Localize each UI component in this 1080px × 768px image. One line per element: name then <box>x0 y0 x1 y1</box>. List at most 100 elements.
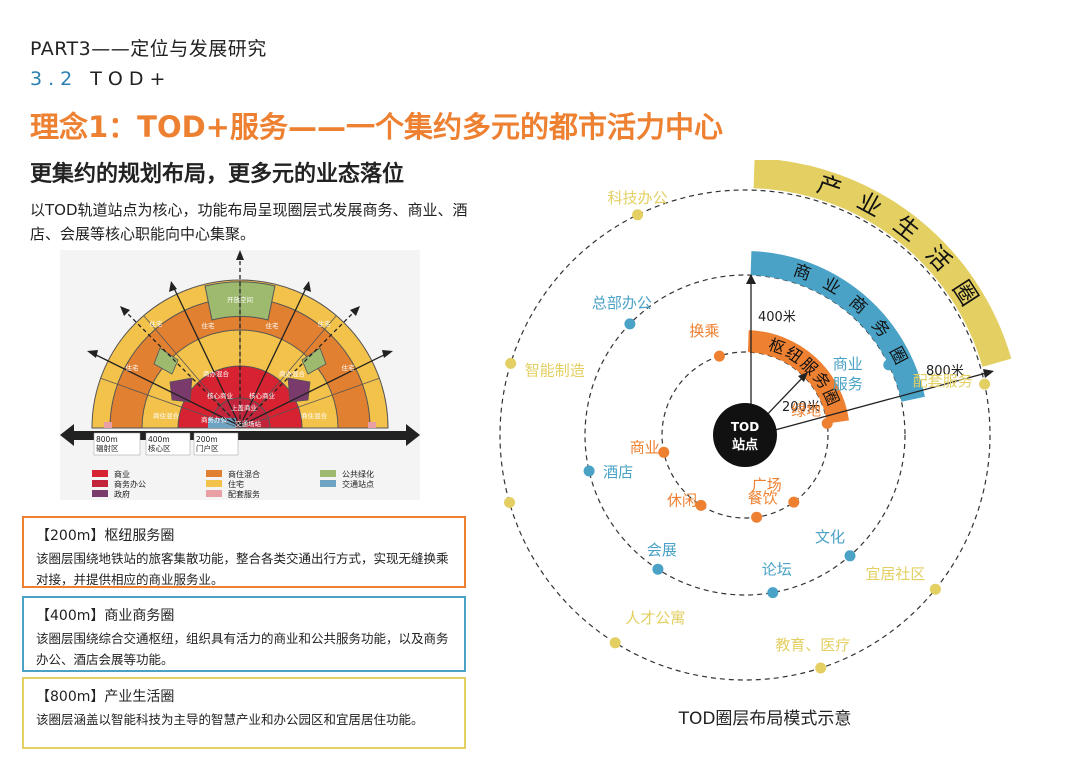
middle-ring-dot <box>883 359 895 371</box>
inner-ring-label: 换乘 <box>689 322 719 340</box>
outer-ring-label: 智能制造 <box>525 361 585 379</box>
ring-inner <box>661 351 829 519</box>
outer-ring-label: 科技办公 <box>608 189 668 207</box>
ring-items: 换乘商业休闲餐饮广场绿地总部办公酒店会展论坛文化商业服务科技办公智能制造产业服务… <box>504 189 991 674</box>
middle-ring-dot <box>652 563 664 575</box>
middle-ring-dot <box>767 587 779 599</box>
band-label-char: 圈 <box>819 386 843 408</box>
ring-800-title: 【800m】产业生活圈 <box>36 689 175 705</box>
outer-ring-dot <box>929 583 941 595</box>
page-subtitle: 更集约的规划布局，更多元的业态落位 <box>30 162 405 187</box>
outer-ring-label: 配套服务 <box>913 372 973 390</box>
distance-arrowheads <box>746 274 994 382</box>
fan-label-res-3: 住宅 <box>150 319 164 328</box>
ring-200-card: 【200m】枢纽服务圈 该圈层围绕地铁站的旅客集散功能，整合各类交通出行方式，实… <box>22 516 466 588</box>
band-middle <box>750 251 925 402</box>
middle-ring-label: 会展 <box>647 541 677 559</box>
outer-ring-label: 人才公寓 <box>625 609 685 627</box>
ring-200-desc: 该圈层围绕地铁站的旅客集散功能，整合各类交通出行方式，实现无缝换乘对接，并提供相… <box>36 551 449 587</box>
fan-label-core-office: 核心商业 <box>249 391 276 400</box>
inner-ring-dot <box>751 511 763 523</box>
middle-ring-dot <box>624 318 636 330</box>
legend-label: 住宅 <box>228 479 244 489</box>
fan-axis-right-arrow <box>406 424 420 446</box>
fan-label-res-1: 住宅 <box>202 321 216 330</box>
band-inner <box>747 330 849 424</box>
tod-center-label-2: 站点 <box>732 437 758 453</box>
fan-green-left <box>153 347 179 375</box>
middle-ring-label: 商业 <box>833 355 863 373</box>
fan-label-office-mix-1: 商办混合 <box>203 369 230 378</box>
tod-center <box>713 403 777 467</box>
zone-200-box <box>193 432 239 456</box>
fan-transit-station <box>208 418 236 428</box>
intro-text: 以TOD轨道站点为核心，功能布局呈现圈层式发展商务、商业、酒店、会展等核心职能向… <box>30 201 468 243</box>
fan-label-res-5: 住宅 <box>126 363 140 372</box>
fan-arrows <box>89 252 391 427</box>
page-title: 理念1：TOD+服务——一个集约多元的都市活力中心 <box>30 110 723 144</box>
zone-400-box <box>145 432 191 456</box>
legend-swatch <box>206 470 222 477</box>
middle-ring-label: 服务 <box>833 375 863 393</box>
inner-ring-dot <box>695 499 707 511</box>
legend-swatch <box>92 470 108 477</box>
legend-label: 政府 <box>114 489 130 499</box>
legend-swatch <box>92 490 108 497</box>
fan-axis-left-arrow <box>60 424 74 446</box>
legend-label: 商住混合 <box>228 469 260 479</box>
middle-ring-dot <box>844 550 856 562</box>
legend-swatch <box>92 480 108 487</box>
inner-ring-dot <box>788 496 800 508</box>
fan-label-upper-commerce: 上盖商业 <box>231 403 258 412</box>
zone-800-box <box>93 432 141 456</box>
band-outer <box>753 160 1012 367</box>
band-label-char: 枢 <box>766 335 788 358</box>
legend-swatch <box>206 480 222 487</box>
distance-800: 800米 <box>926 364 964 379</box>
fan-gov-right <box>287 377 311 403</box>
fan-service-right <box>368 422 376 428</box>
outer-ring-dot <box>504 497 515 508</box>
fan-label-res-4: 住宅 <box>318 319 332 328</box>
middle-ring-label: 酒店 <box>603 463 633 481</box>
band-label-char: 商 <box>791 261 814 286</box>
legend-label: 商业 <box>114 469 130 479</box>
distance-200: 200米 <box>782 400 820 415</box>
ring-outer <box>499 189 991 681</box>
inner-ring-label: 广场 <box>752 476 782 494</box>
distance-400: 400米 <box>758 310 796 325</box>
fan-label-business-office: 商务办公 <box>201 415 228 424</box>
middle-ring-label: 总部办公 <box>592 294 652 312</box>
part-heading: PART3——定位与发展研究 <box>30 38 267 60</box>
fan-label-transit-hub: 交通场站 <box>235 419 262 428</box>
outer-ring-dot <box>609 637 621 649</box>
legend-label: 商务办公 <box>114 479 146 489</box>
fan-label-res-6: 住宅 <box>342 363 356 372</box>
inner-ring-dot <box>821 417 833 429</box>
outer-ring-label: 宜居社区 <box>865 565 925 583</box>
outer-ring-dot <box>632 209 644 221</box>
inner-ring-dot <box>713 350 725 362</box>
ring-middle <box>584 274 906 596</box>
fan-arrowheads <box>87 250 393 358</box>
fan-service-left <box>104 422 112 428</box>
outer-ring-label: 教育、医疗 <box>775 636 850 654</box>
fan-label-res-mix-1: 商住混合 <box>153 411 180 420</box>
fan-ground-axis <box>72 431 408 440</box>
legend-swatch <box>320 480 336 487</box>
zone-400-label: 400m 核心区 <box>148 435 171 453</box>
inner-ring-label: 商业 <box>630 438 660 456</box>
outer-ring-dot <box>979 378 991 390</box>
section-title: TOD+ <box>90 68 172 90</box>
legend-label: 交通站点 <box>342 479 374 489</box>
legend-label: 配套服务 <box>228 489 260 499</box>
ring-800-desc: 该圈层涵盖以智能科技为主导的智慧产业和办公园区和宜居居住功能。 <box>36 712 424 727</box>
diagram-caption: TOD圈层布局模式示意 <box>678 709 852 729</box>
tod-center-label-1: TOD <box>731 420 759 434</box>
fan-label-open-space: 开放空间 <box>227 295 253 304</box>
section-number: 3.2 <box>30 68 79 90</box>
inner-ring-label: 餐饮 <box>748 489 778 507</box>
middle-ring-dot <box>583 465 595 477</box>
